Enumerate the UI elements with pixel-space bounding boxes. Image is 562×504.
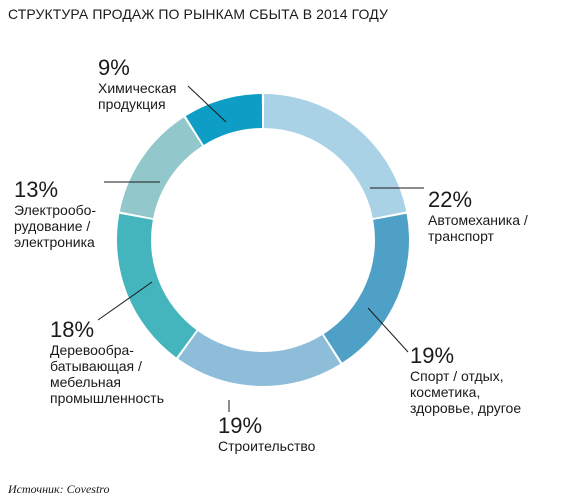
label-sport-name: Спорт / отдых, косметика, здоровье, друг… xyxy=(410,368,522,416)
slice-construction xyxy=(178,331,341,387)
label-sport-value: 19% xyxy=(410,343,455,368)
label-construction-value: 19% xyxy=(218,413,263,438)
label-woodworking: 18% Деревообра- батывающая / мебельная п… xyxy=(50,317,164,407)
leader-lines xyxy=(97,85,424,412)
label-electrical: 13% Электрообо- рудование / электроника xyxy=(14,177,97,251)
slice-sport xyxy=(323,213,409,363)
label-electrical-value: 13% xyxy=(14,177,59,202)
label-electrical-name: Электрообо- рудование / электроника xyxy=(14,202,97,250)
label-chemical-value: 9% xyxy=(98,55,130,80)
chart-title: СТРУКТУРА ПРОДАЖ ПО РЫНКАМ СБЫТА В 2014 … xyxy=(8,6,388,22)
label-automotive: 22% Автомеханика / транспорт xyxy=(428,187,528,245)
slice-automotive xyxy=(263,94,407,219)
label-chemical-name: Химическая продукция xyxy=(98,80,177,112)
donut-slices xyxy=(117,94,409,387)
label-sport: 19% Спорт / отдых, косметика, здоровье, … xyxy=(410,343,522,417)
slice-electrical xyxy=(119,117,203,219)
slice-woodworking xyxy=(117,213,197,358)
leader-line-chemical xyxy=(187,85,227,123)
label-automotive-value: 22% xyxy=(428,187,473,212)
label-automotive-name: Автомеханика / транспорт xyxy=(428,212,528,244)
leader-line-woodworking xyxy=(97,281,153,321)
leader-line-sport xyxy=(367,307,409,353)
label-woodworking-name: Деревообра- батывающая / мебельная промы… xyxy=(50,342,164,406)
label-construction: 19% Строительство xyxy=(218,413,316,455)
label-chemical: 9% Химическая продукция xyxy=(98,55,177,113)
label-woodworking-value: 18% xyxy=(50,317,95,342)
source-note: Источник: Covestro xyxy=(8,482,110,496)
label-construction-name: Строительство xyxy=(218,438,316,454)
